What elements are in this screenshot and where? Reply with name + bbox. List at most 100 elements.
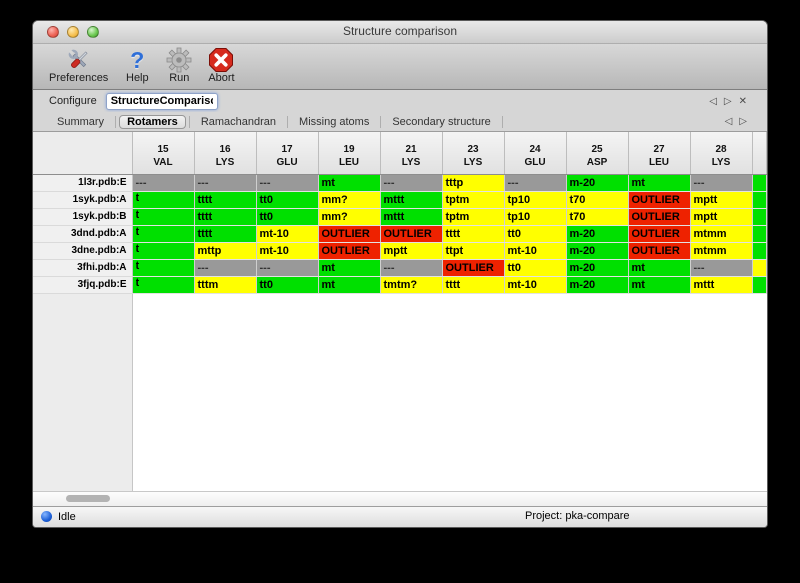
row-label[interactable]: 1l3r.pdb:E [33, 174, 133, 192]
rotamer-cell[interactable]: tttt [194, 225, 257, 243]
rotamer-cell[interactable]: --- [132, 174, 195, 192]
rotamer-cell[interactable]: OUTLIER [628, 225, 691, 243]
rotamer-cell[interactable]: tttt [442, 225, 505, 243]
preferences-button[interactable]: Preferences [47, 46, 110, 85]
horizontal-scrollbar[interactable] [33, 491, 767, 506]
row-label[interactable]: 3dnd.pdb:A [33, 225, 133, 243]
rotamer-cell[interactable]: t [132, 276, 195, 294]
rotamer-cell[interactable]: tp10 [504, 208, 567, 226]
rotamer-cell-partial[interactable] [752, 191, 767, 209]
rotamer-cell[interactable]: OUTLIER [628, 191, 691, 209]
rotamer-cell[interactable]: mm? [318, 191, 381, 209]
rotamer-cell[interactable]: --- [380, 259, 443, 277]
rotamer-cell[interactable]: mtmm [690, 242, 753, 260]
configure-name-input[interactable] [105, 92, 218, 110]
rotamer-cell[interactable]: mptt [380, 242, 443, 260]
rotamer-cell[interactable]: t [132, 242, 195, 260]
tab-rotamers[interactable]: Rotamers [119, 114, 186, 129]
rotamer-cell[interactable]: ttpt [442, 242, 505, 260]
tab-scroll-back-icon[interactable]: ◁ [724, 116, 733, 127]
rotamer-cell[interactable]: t [132, 225, 195, 243]
rotamer-cell[interactable]: --- [194, 259, 257, 277]
rotamer-cell[interactable]: tp10 [504, 191, 567, 209]
tab-scroll-forward-icon[interactable]: ▷ [739, 116, 747, 127]
rotamer-cell-partial[interactable] [752, 174, 767, 192]
rotamer-cell[interactable]: --- [256, 174, 319, 192]
rotamer-cell[interactable]: mm? [318, 208, 381, 226]
rotamer-cell[interactable]: mttt [380, 191, 443, 209]
rotamer-cell[interactable]: tttp [442, 174, 505, 192]
rotamer-cell[interactable]: mt [628, 174, 691, 192]
rotamer-cell[interactable]: --- [690, 174, 753, 192]
tab-summary[interactable]: Summary [57, 115, 105, 128]
rotamer-cell[interactable]: tptm [442, 208, 505, 226]
rotamer-cell[interactable]: mt [628, 276, 691, 294]
rotamer-cell[interactable]: m-20 [566, 276, 629, 294]
tab-secondary-structure[interactable]: Secondary structure [392, 115, 491, 128]
rotamer-cell[interactable]: tmtm? [380, 276, 443, 294]
rotamer-cell[interactable]: m-20 [566, 242, 629, 260]
zoom-window-button[interactable] [87, 26, 99, 38]
rotamer-cell[interactable]: tt0 [504, 225, 567, 243]
rotamer-cell[interactable]: mttt [690, 276, 753, 294]
rotamer-cell-partial[interactable] [752, 208, 767, 226]
rotamer-cell[interactable]: tttt [442, 276, 505, 294]
rotamer-cell-partial[interactable] [752, 225, 767, 243]
row-label[interactable]: 3fhi.pdb:A [33, 259, 133, 277]
rotamer-cell[interactable]: tptm [442, 191, 505, 209]
rotamer-cell[interactable]: tt0 [504, 259, 567, 277]
rotamer-cell[interactable]: OUTLIER [628, 242, 691, 260]
rotamer-cell[interactable]: mt [318, 174, 381, 192]
rotamer-cell[interactable]: mt-10 [504, 276, 567, 294]
rotamer-cell[interactable]: mt-10 [504, 242, 567, 260]
rotamer-cell[interactable]: OUTLIER [318, 242, 381, 260]
help-button[interactable]: ? Help [122, 46, 152, 85]
close-window-button[interactable] [47, 26, 59, 38]
rotamer-cell[interactable]: t [132, 208, 195, 226]
rotamer-cell-partial[interactable] [752, 276, 767, 294]
scrollbar-thumb[interactable] [66, 495, 110, 502]
rotamer-cell[interactable]: OUTLIER [318, 225, 381, 243]
rotamer-cell[interactable]: t [132, 191, 195, 209]
rotamer-cell[interactable]: m-20 [566, 174, 629, 192]
rotamer-cell[interactable]: m-20 [566, 259, 629, 277]
rotamer-cell[interactable]: --- [504, 174, 567, 192]
rotamer-cell[interactable]: --- [380, 174, 443, 192]
rotamer-cell[interactable]: mtmm [690, 225, 753, 243]
rotamer-cell[interactable]: --- [256, 259, 319, 277]
tab-missing-atoms[interactable]: Missing atoms [299, 115, 370, 128]
minimize-window-button[interactable] [67, 26, 79, 38]
rotamer-cell[interactable]: tttm [194, 276, 257, 294]
rotamer-cell-partial[interactable] [752, 259, 767, 277]
close-configure-icon[interactable]: ✕ [738, 95, 747, 107]
rotamer-cell[interactable]: m-20 [566, 225, 629, 243]
rotamer-cell[interactable]: mttt [380, 208, 443, 226]
rotamer-cell[interactable]: mt-10 [256, 225, 319, 243]
rotamer-cell[interactable]: mptt [690, 191, 753, 209]
nav-forward-icon[interactable]: ▷ [723, 95, 732, 107]
row-label[interactable]: 1syk.pdb:A [33, 191, 133, 209]
rotamer-cell[interactable]: tt0 [256, 208, 319, 226]
rotamer-cell[interactable]: OUTLIER [628, 208, 691, 226]
rotamer-cell[interactable]: mt [318, 276, 381, 294]
rotamer-cell[interactable]: mt [318, 259, 381, 277]
rotamer-cell[interactable]: tt0 [256, 276, 319, 294]
rotamer-cell[interactable]: t [132, 259, 195, 277]
rotamer-cell[interactable]: tttt [194, 191, 257, 209]
tab-ramachandran[interactable]: Ramachandran [200, 115, 277, 128]
rotamer-cell[interactable]: OUTLIER [380, 225, 443, 243]
rotamer-cell[interactable]: mttp [194, 242, 257, 260]
rotamer-cell[interactable]: mt-10 [256, 242, 319, 260]
row-label[interactable]: 3dne.pdb:A [33, 242, 133, 260]
rotamer-cell[interactable]: --- [690, 259, 753, 277]
nav-back-icon[interactable]: ◁ [709, 95, 717, 107]
run-button[interactable]: Run [164, 46, 194, 85]
rotamer-cell[interactable]: --- [194, 174, 257, 192]
rotamer-cell[interactable]: tt0 [256, 191, 319, 209]
rotamer-cell-partial[interactable] [752, 242, 767, 260]
rotamer-cell[interactable]: OUTLIER [442, 259, 505, 277]
row-label[interactable]: 1syk.pdb:B [33, 208, 133, 226]
rotamer-cell[interactable]: mt [628, 259, 691, 277]
abort-button[interactable]: Abort [206, 46, 236, 85]
rotamer-cell[interactable]: t70 [566, 208, 629, 226]
